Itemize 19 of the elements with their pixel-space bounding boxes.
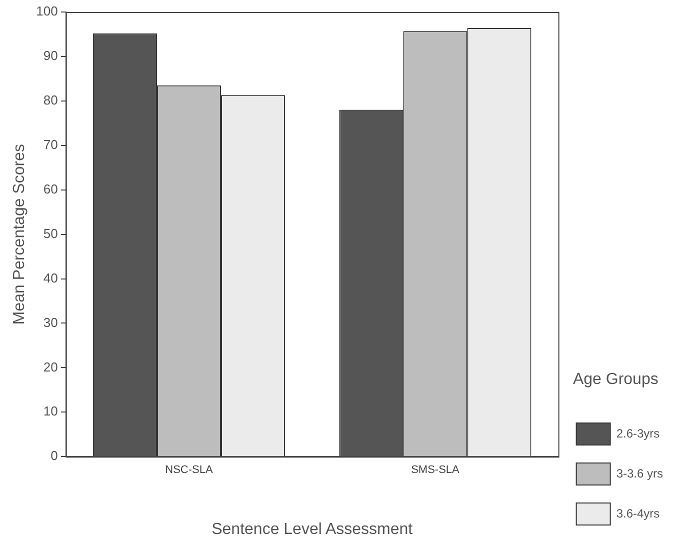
y-tick-label: 60 xyxy=(43,181,58,196)
y-tick-label: 20 xyxy=(43,359,58,374)
x-tick-label: NSC-SLA xyxy=(165,464,214,476)
y-tick-label: 70 xyxy=(43,136,58,152)
x-tick-label: SMS-SLA xyxy=(411,464,460,476)
y-tick-label: 30 xyxy=(43,314,58,330)
legend-label: 3.6-4yrs xyxy=(616,506,660,520)
y-tick-label: 0 xyxy=(50,448,58,464)
x-axis-title: Sentence Level Assessment xyxy=(212,520,414,538)
y-axis-title: Mean Percentage Scores xyxy=(11,144,28,325)
y-tick-label: 10 xyxy=(43,404,58,419)
y-tick-label: 90 xyxy=(43,48,58,64)
y-tick-label: 40 xyxy=(43,270,58,286)
y-tick-label: 100 xyxy=(36,4,58,19)
legend-title: Age Groups xyxy=(572,371,658,388)
legend-label: 3-3.6 yrs xyxy=(616,466,664,480)
y-tick-label: 80 xyxy=(43,92,58,108)
y-tick-label: 50 xyxy=(43,226,58,241)
legend-label: 2.6-3yrs xyxy=(616,426,660,440)
